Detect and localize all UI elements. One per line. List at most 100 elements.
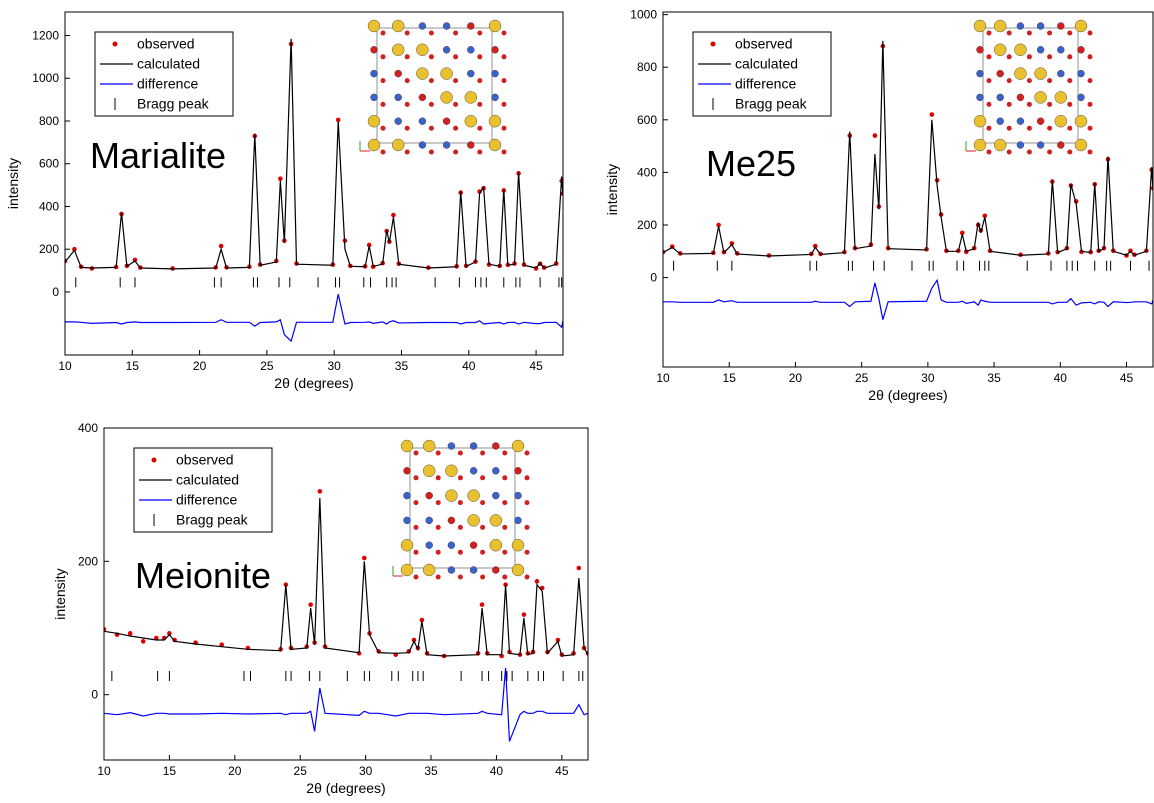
structure-atom: [1014, 43, 1027, 56]
structure-atom: [400, 539, 414, 552]
plot-area: [65, 38, 563, 343]
structure-atom: [1087, 54, 1093, 60]
structure-atom: [453, 54, 459, 60]
structure-atom: [423, 439, 436, 453]
observed-point: [154, 635, 159, 641]
structure-atom: [1026, 54, 1032, 60]
structure-atom: [1067, 149, 1073, 155]
structure-atom: [502, 450, 508, 456]
structure-atom: [1016, 141, 1025, 149]
structure-atom: [413, 500, 419, 506]
structure-atom: [492, 442, 500, 450]
structure-atom: [491, 69, 499, 78]
observed-point: [729, 241, 735, 246]
structure-atom: [453, 125, 459, 131]
observed-point: [140, 639, 146, 644]
structure-atom: [457, 524, 463, 530]
observed-point: [534, 579, 540, 584]
structure-atom: [453, 149, 459, 155]
structure-atom: [996, 93, 1004, 102]
structure-atom: [403, 491, 411, 500]
x-axis-label: 2θ (degrees): [306, 780, 385, 796]
structure-atom: [404, 30, 410, 36]
structure-atom: [1016, 117, 1025, 125]
plot-area: [104, 489, 588, 742]
structure-atom: [514, 516, 522, 525]
chart-panel: 10 15 20 25 30 35 40 45 0 200 400 600 800 1000 1200 2θ …: [5, 11, 564, 391]
observed-point: [812, 243, 818, 249]
structure-atom: [453, 78, 459, 84]
y-tick-label: 0: [91, 688, 98, 702]
structure-atom: [1016, 93, 1025, 102]
structure-atom: [489, 514, 502, 527]
structure-atom: [467, 46, 475, 54]
structure-atom: [1087, 149, 1093, 155]
structure-atom: [1074, 114, 1088, 128]
structure-atom: [480, 475, 486, 481]
structure-atom: [380, 78, 386, 84]
y-tick-label: 800: [39, 114, 59, 128]
x-tick-label: 40: [490, 764, 504, 778]
x-tick-label: 40: [462, 359, 476, 373]
structure-atom: [1054, 91, 1068, 104]
observed-point: [317, 489, 323, 494]
y-axis-label: intensity: [5, 158, 21, 209]
structure-atom: [1026, 125, 1032, 131]
structure-atom: [1036, 117, 1045, 125]
structure-atom: [400, 563, 414, 577]
structure-atom: [976, 93, 984, 102]
structure-atom: [524, 500, 530, 506]
structure-atom: [413, 450, 419, 456]
structure-atom: [1034, 91, 1047, 104]
structure-atom: [367, 114, 381, 128]
structure-atom: [447, 541, 456, 549]
structure-atom: [469, 442, 478, 450]
x-tick-label: 45: [529, 359, 543, 373]
structure-atom: [469, 467, 478, 475]
y-tick-label: 1000: [630, 8, 657, 22]
structure-atom: [511, 563, 525, 577]
x-tick-label: 15: [126, 359, 140, 373]
structure-atom: [467, 22, 475, 30]
structure-atom: [453, 30, 459, 36]
structure-atom: [514, 491, 522, 500]
structure-atom: [370, 46, 378, 54]
structure-atom: [445, 489, 458, 502]
observed-point: [716, 222, 721, 228]
legend-label: observed: [735, 36, 793, 52]
structure-atom: [442, 22, 451, 30]
legend-label: calculated: [176, 472, 239, 488]
structure-atom: [511, 539, 525, 552]
structure-atom: [501, 125, 507, 131]
x-tick-label: 25: [260, 359, 274, 373]
structure-atom: [986, 149, 992, 155]
structure-atom: [1057, 22, 1065, 30]
y-axis-label: intensity: [604, 164, 620, 215]
structure-atom: [1036, 141, 1045, 149]
structure-atom: [457, 450, 463, 456]
structure-atom: [425, 491, 433, 500]
structure-atom: [973, 19, 987, 33]
structure-atom: [480, 450, 486, 456]
structure-atom: [464, 91, 477, 104]
calculated-line: [663, 40, 1153, 257]
structure-atom: [488, 19, 502, 33]
structure-atom: [453, 101, 459, 107]
structure-atom: [428, 54, 434, 60]
observed-point: [218, 243, 224, 249]
structure-atom: [394, 117, 402, 125]
x-tick-label: 35: [424, 764, 438, 778]
x-tick-label: 25: [294, 764, 308, 778]
x-tick-label: 10: [656, 371, 670, 385]
structure-atom: [418, 141, 427, 149]
y-tick-label: 400: [637, 165, 657, 179]
structure-atom: [477, 125, 483, 131]
structure-atom: [400, 439, 414, 453]
structure-frame: [409, 447, 516, 569]
plot-frame: [103, 427, 589, 761]
structure-atom: [447, 516, 456, 525]
x-tick-label: 35: [395, 359, 409, 373]
x-tick-label: 15: [723, 371, 737, 385]
structure-atom: [480, 549, 486, 555]
x-tick-label: 45: [555, 764, 569, 778]
